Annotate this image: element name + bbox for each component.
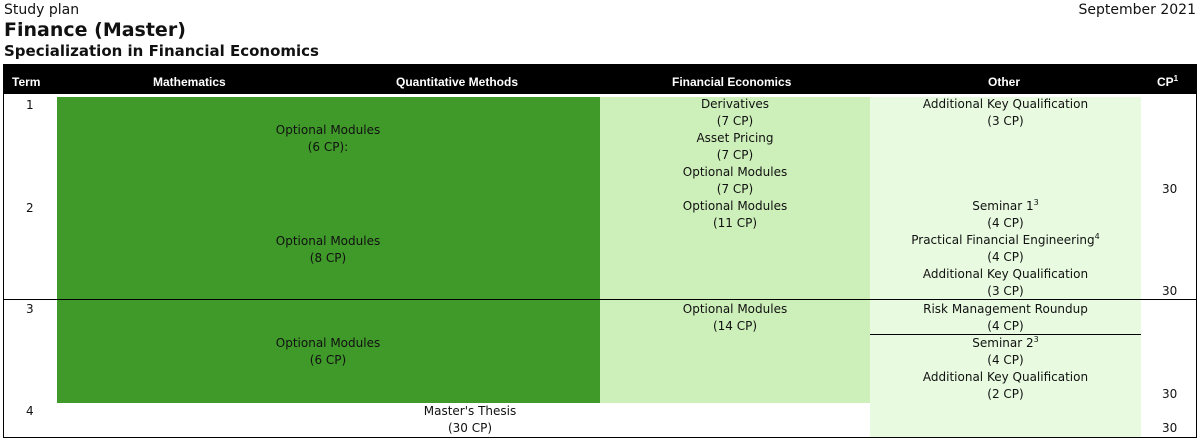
- page-title: Finance (Master): [4, 19, 186, 41]
- fin-module: Optional Modules (14 CP): [682, 302, 788, 333]
- divider-other-term-3: [870, 334, 1141, 335]
- table-header: [3, 64, 1197, 94]
- term-number: 3: [26, 302, 34, 316]
- other-module: Seminar 13 (4 CP) Practical Financial En…: [911, 198, 1100, 299]
- table-left-border: [3, 94, 4, 438]
- cp-total: 30: [1162, 421, 1178, 435]
- mathematics-quant-block-terms-1-2: [57, 97, 600, 300]
- math-module: Optional Modules (6 CP): [275, 336, 381, 367]
- header-other: Other: [988, 75, 1021, 89]
- doc-date: September 2021: [1078, 2, 1196, 18]
- other-block-terms-1-2: [870, 97, 1141, 300]
- cp-total: 30: [1162, 387, 1178, 401]
- other-module: Additional Key Qualification (3 CP): [922, 97, 1089, 128]
- cp-total: 30: [1162, 284, 1178, 298]
- other-module: Seminar 23 (4 CP) Additional Key Qualifi…: [922, 335, 1089, 402]
- header-term: Term: [12, 75, 41, 89]
- header-cp: CP1: [1157, 74, 1179, 90]
- term-number: 1: [26, 98, 34, 112]
- table-bottom-border: [3, 437, 1197, 438]
- doc-label: Study plan: [4, 2, 80, 18]
- financial-economics-block-terms-3-4: [600, 300, 870, 403]
- other-block-terms-3-4: [870, 300, 1141, 437]
- divider-term-2-3: [3, 299, 1197, 300]
- cp-total: 30: [1162, 182, 1178, 196]
- header-quantitative-methods: Quantitative Methods: [396, 75, 519, 89]
- table-right-border: [1196, 94, 1197, 438]
- header-mathematics: Mathematics: [153, 75, 226, 89]
- page-subtitle: Specialization in Financial Economics: [4, 42, 319, 60]
- header-financial-economics: Financial Economics: [672, 75, 792, 89]
- other-module: Risk Management Roundup (4 CP): [923, 302, 1088, 333]
- fin-module: Derivatives (7 CP) Asset Pricing (7 CP) Op…: [682, 97, 788, 230]
- financial-economics-block-terms-1-2: [600, 97, 870, 300]
- masters-thesis: Master's Thesis (30 CP): [423, 404, 517, 435]
- math-module: Optional Modules (6 CP):: [275, 123, 381, 154]
- math-module: Optional Modules (8 CP): [275, 234, 381, 265]
- term-number: 2: [26, 201, 34, 215]
- mathematics-quant-block-terms-3-4: [57, 300, 600, 403]
- term-number: 4: [26, 404, 34, 418]
